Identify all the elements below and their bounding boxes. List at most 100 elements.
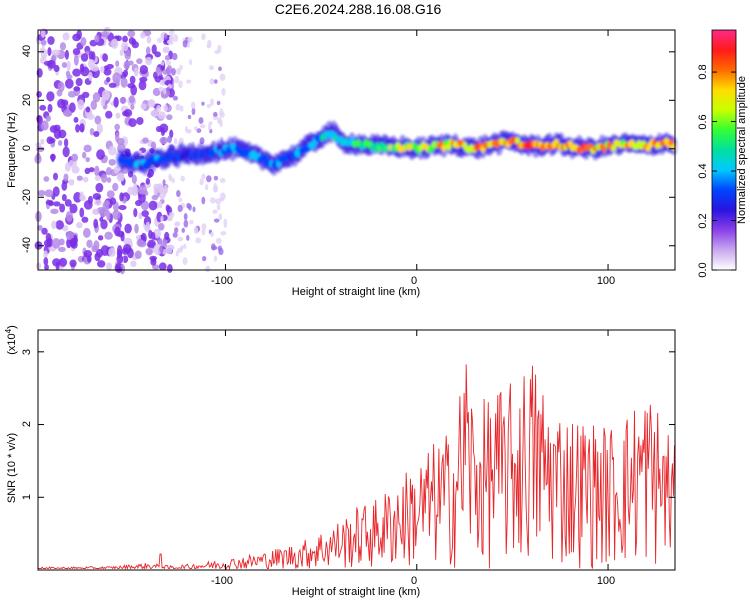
noise-dot: [115, 60, 120, 67]
noise-dot: [100, 245, 110, 256]
snr-panel: -100 0 100 Height of straight line (km) …: [4, 325, 676, 598]
noise-dot: [142, 137, 149, 144]
noise-dot: [119, 192, 124, 202]
noise-dot: [44, 189, 54, 198]
noise-dot: [171, 177, 175, 184]
noise-dot: [114, 226, 121, 237]
y-axis-label-top: Frequency (Hz): [6, 112, 18, 188]
noise-dot: [105, 110, 113, 119]
noise-dot: [92, 208, 99, 215]
noise-dot: [83, 144, 92, 153]
noise-dot: [201, 173, 206, 180]
noise-dot: [115, 112, 121, 119]
noise-dot: [160, 127, 166, 136]
noise-dot: [100, 173, 108, 183]
noise-dot: [219, 192, 226, 200]
noise-dot: [128, 118, 137, 128]
noise-dot: [43, 250, 48, 258]
noise-dot: [176, 247, 183, 254]
noise-dot: [41, 227, 48, 235]
noise-dot: [162, 179, 166, 186]
noise-dot: [205, 183, 209, 191]
noise-dot: [108, 158, 116, 166]
y-tick-label-0: 0: [21, 145, 33, 151]
noise-dot: [52, 238, 61, 249]
noise-dot: [40, 138, 45, 145]
noise-dot: [183, 243, 187, 250]
noise-dot: [163, 33, 168, 40]
noise-dot: [82, 176, 89, 183]
noise-dot: [160, 61, 165, 66]
noise-dot: [47, 103, 53, 113]
noise-dot: [135, 234, 142, 241]
trace-cell: [611, 144, 617, 152]
noise-dot: [181, 227, 185, 233]
noise-dot: [65, 231, 74, 241]
noise-dot: [81, 216, 89, 223]
noise-dot: [79, 191, 84, 201]
noise-dot: [140, 32, 146, 39]
colorbar-gradient: [711, 29, 737, 271]
noise-dot: [177, 204, 183, 213]
noise-dot: [138, 185, 147, 195]
noise-dot: [201, 33, 206, 40]
noise-dot: [101, 89, 111, 101]
noise-dot: [218, 66, 222, 71]
noise-dot: [218, 213, 223, 221]
noise-dot: [62, 146, 70, 158]
noise-dot: [162, 69, 169, 75]
noise-dot: [71, 165, 80, 174]
noise-dot: [158, 200, 162, 209]
noise-dot: [116, 172, 125, 182]
noise-dot: [72, 48, 81, 56]
noise-dot: [217, 119, 223, 125]
noise-dot: [187, 36, 193, 43]
noise-dot: [220, 231, 227, 236]
noise-dot: [71, 153, 79, 162]
noise-dot: [122, 255, 129, 263]
noise-dot: [156, 69, 163, 76]
noise-dot: [166, 264, 173, 273]
noise-dot: [145, 46, 151, 55]
noise-dot: [80, 37, 87, 47]
noise-dot: [61, 193, 67, 202]
noise-dot: [94, 199, 102, 206]
snr-x-tick-label-neg100: -100: [211, 575, 233, 587]
noise-dot: [160, 215, 164, 223]
noise-dot: [219, 73, 226, 81]
noise-dot: [138, 193, 146, 204]
noise-dot: [201, 223, 207, 231]
noise-dot: [191, 107, 196, 116]
trace-cell: [262, 154, 268, 162]
noise-dot: [173, 137, 178, 145]
noise-dot: [136, 116, 144, 125]
noise-dot: [215, 198, 222, 205]
trace-cell: [441, 144, 447, 151]
noise-dot: [183, 212, 188, 221]
noise-dot: [210, 98, 214, 107]
noise-dot: [123, 61, 130, 70]
noise-dot: [141, 210, 149, 218]
noise-dot: [136, 238, 144, 247]
noise-dot: [79, 207, 85, 218]
colorbar-ticks: [712, 71, 736, 271]
noise-dot: [133, 208, 138, 218]
noise-dot: [46, 237, 53, 248]
noise-dot: [148, 200, 158, 211]
noise-dot: [108, 82, 117, 88]
noise-dot: [213, 218, 220, 223]
spectrogram-frame: [37, 29, 676, 271]
spectrogram-noise-dots: [34, 26, 228, 275]
noise-dot: [145, 248, 153, 256]
noise-dot: [140, 200, 150, 211]
noise-dot: [93, 131, 100, 138]
noise-dot: [102, 53, 108, 62]
noise-dot: [189, 219, 194, 225]
noise-dot: [139, 64, 148, 75]
noise-dot: [116, 254, 124, 264]
noise-dot: [183, 219, 189, 228]
noise-dot: [213, 79, 218, 84]
noise-dot: [187, 114, 192, 120]
noise-dot: [51, 49, 61, 56]
noise-dot: [219, 108, 224, 116]
